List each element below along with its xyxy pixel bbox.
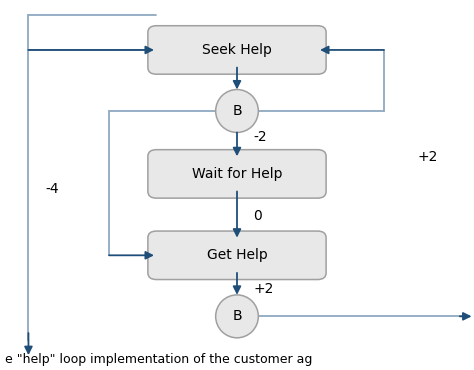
Text: B: B bbox=[232, 104, 242, 118]
Text: +2: +2 bbox=[254, 282, 274, 296]
Text: Seek Help: Seek Help bbox=[202, 43, 272, 57]
Text: Get Help: Get Help bbox=[207, 248, 267, 262]
Ellipse shape bbox=[216, 295, 258, 338]
Text: +2: +2 bbox=[417, 150, 438, 164]
FancyBboxPatch shape bbox=[148, 149, 326, 198]
Text: -4: -4 bbox=[45, 182, 59, 196]
Text: e "help" loop implementation of the customer ag: e "help" loop implementation of the cust… bbox=[5, 353, 312, 366]
Text: B: B bbox=[232, 309, 242, 323]
FancyBboxPatch shape bbox=[148, 231, 326, 280]
Text: 0: 0 bbox=[254, 209, 262, 223]
FancyBboxPatch shape bbox=[148, 26, 326, 74]
Ellipse shape bbox=[216, 90, 258, 132]
Text: -2: -2 bbox=[254, 130, 267, 144]
Text: Wait for Help: Wait for Help bbox=[192, 167, 282, 181]
